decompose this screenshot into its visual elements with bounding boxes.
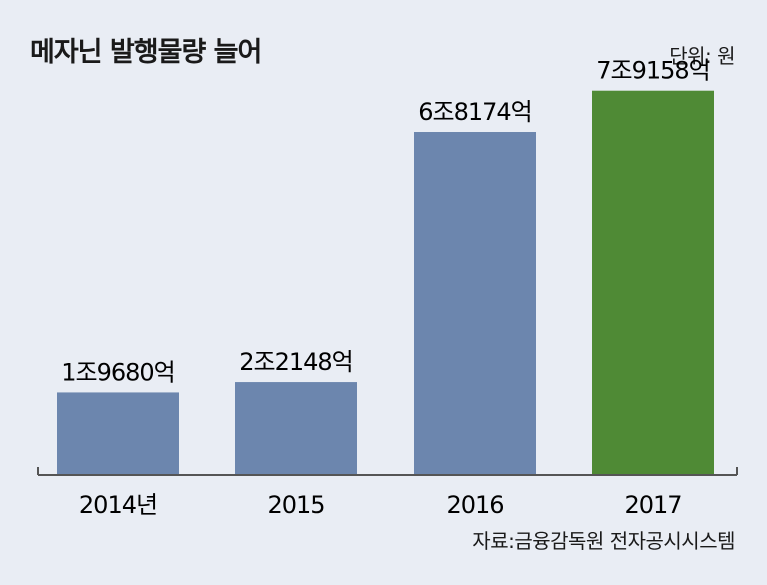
bar-2016: [414, 132, 536, 476]
x-tick-label: 2017: [624, 491, 681, 519]
bar-value-label: 6조8174억: [418, 98, 532, 126]
bar-value-label: 1조9680억: [61, 358, 175, 386]
bar-value-label: 2조2148억: [239, 348, 353, 376]
bar-2015: [235, 382, 357, 475]
bar-2014년: [57, 392, 179, 475]
x-tick-label: 2016: [446, 491, 503, 519]
x-tick-label: 2014년: [79, 491, 157, 519]
bar-2017: [592, 90, 714, 475]
x-tick-label: 2015: [267, 491, 324, 519]
source-note: 자료:금융감독원 전자공시시스템: [472, 529, 735, 553]
bar-value-label: 7조9158억: [596, 57, 710, 85]
chart-title: 메자닌 발행물량 늘어: [30, 37, 262, 68]
unit-note: 단위: 원: [669, 44, 735, 68]
